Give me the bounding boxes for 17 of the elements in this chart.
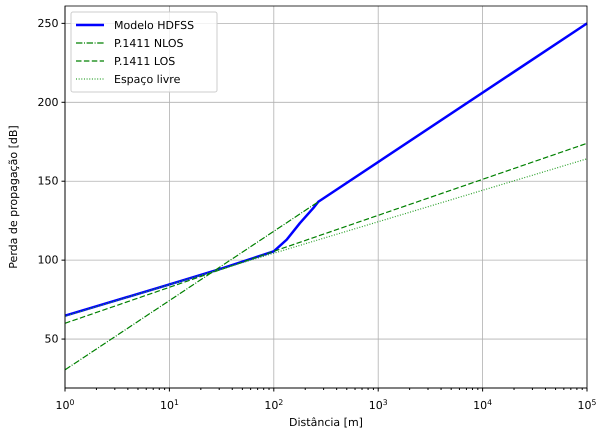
y-tick-label: 200	[38, 96, 58, 109]
legend-label: P.1411 NLOS	[114, 37, 184, 50]
x-tick-label: 10$^{3}$	[368, 398, 388, 412]
x-tick-label: 10$^{5}$	[578, 398, 597, 412]
x-tick-label: 10$^{1}$	[160, 398, 179, 412]
legend-label: Espaço livre	[114, 73, 181, 86]
y-tick-label: 250	[38, 16, 58, 30]
y-axis-title: Perda de propagação [dB]	[7, 125, 20, 269]
x-tick-label: 10$^{0}$	[56, 398, 75, 412]
y-tick-label: 50	[44, 332, 58, 346]
legend-label: P.1411 LOS	[114, 55, 176, 68]
x-tick-label: 10$^{4}$	[473, 398, 492, 412]
x-axis-title: Distância [m]	[289, 416, 363, 429]
y-tick-label: 150	[38, 174, 58, 188]
x-tick-label: 10$^{2}$	[264, 398, 284, 412]
y-tick-label: 100	[38, 254, 58, 267]
legend-label: Modelo HDFSS	[114, 19, 194, 32]
